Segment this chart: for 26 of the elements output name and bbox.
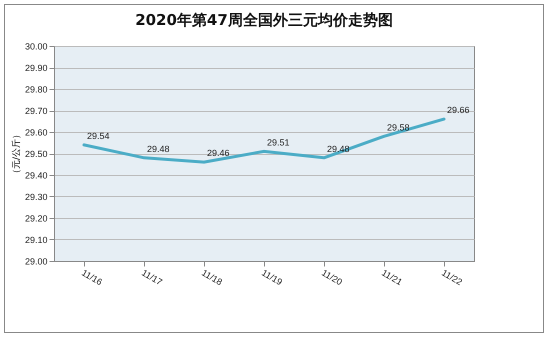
data-label: 29.48	[327, 144, 350, 154]
y-tick-label: 29.60	[24, 128, 48, 138]
x-tick-label: 11/16	[80, 268, 104, 288]
y-tick-label: 30.00	[24, 42, 48, 52]
data-label: 29.51	[267, 137, 290, 148]
line-series	[82, 118, 446, 164]
x-tick-label: 11/20	[320, 268, 344, 288]
x-tick-label: 11/18	[200, 268, 224, 288]
data-label: 29.58	[387, 122, 410, 132]
data-label: 29.66	[447, 105, 470, 116]
data-label: 29.46	[207, 148, 230, 158]
y-axis-title: （元/公斤）	[10, 130, 22, 178]
x-tick-label: 11/17	[140, 268, 164, 288]
y-tick-label: 29.30	[24, 192, 48, 202]
y-tick-label: 29.90	[24, 63, 48, 73]
data-label: 29.48	[147, 144, 170, 154]
data-label: 29.54	[87, 130, 110, 141]
y-tick-label: 29.40	[24, 170, 48, 180]
y-tick-label: 29.50	[24, 149, 48, 159]
y-tick-label: 29.10	[24, 235, 48, 245]
y-tick-label: 29.70	[24, 106, 48, 116]
y-tick-label: 29.00	[24, 256, 48, 266]
y-tick-label: 29.80	[24, 84, 48, 94]
chart-title: 2020年第47周全国外三元均价走势图	[135, 11, 393, 29]
x-tick-label: 11/19	[260, 268, 284, 288]
y-tick-label: 29.20	[24, 214, 48, 224]
